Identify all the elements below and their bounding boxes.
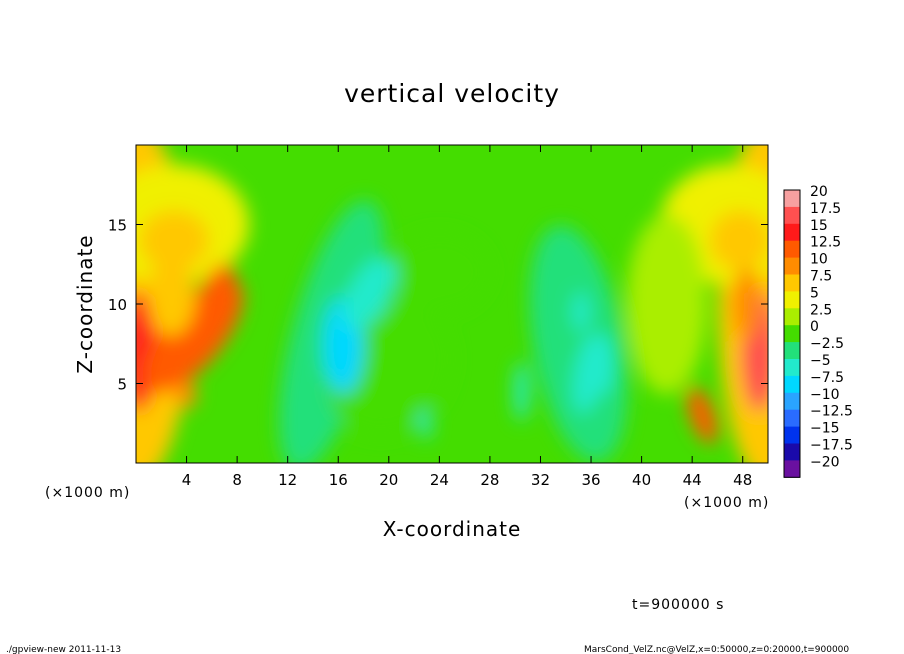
field-feature — [572, 291, 589, 332]
colorbar-swatch — [784, 460, 800, 478]
y-tick-label: 10 — [108, 296, 127, 314]
x-tick-label: 48 — [733, 471, 752, 489]
field-feature — [593, 334, 614, 395]
field-feature — [147, 256, 196, 337]
colorbar-swatch — [784, 257, 800, 275]
y-unit-label: (×1000 m) — [684, 495, 769, 511]
colorbar-swatch — [784, 426, 800, 444]
field-region — [529, 225, 628, 463]
colorbar-label: −5 — [810, 353, 831, 369]
x-tick-label: 16 — [329, 471, 348, 489]
x-tick-label: 44 — [683, 471, 702, 489]
colorbar-swatch — [784, 392, 800, 411]
colorbar-label: 15 — [810, 218, 828, 234]
field-feature — [710, 210, 768, 271]
colorbar-swatch — [784, 240, 800, 259]
time-annotation: t=900000 s — [632, 597, 724, 613]
field-feature — [419, 410, 432, 439]
y-tick-label: 5 — [117, 376, 127, 394]
colorbar-swatch — [784, 190, 800, 208]
field-feature — [687, 386, 718, 444]
colorbar-swatch — [784, 325, 800, 343]
x-tick-label: 20 — [379, 471, 398, 489]
colorbar-label: −10 — [810, 387, 840, 403]
colorbar-label: 10 — [810, 252, 828, 268]
field-feature — [138, 210, 209, 271]
colorbar: 2017.51512.5107.552.50−2.5−5−7.5−10−12.5… — [783, 184, 853, 478]
colorbar-swatch — [784, 223, 800, 242]
colorbar-label: 2.5 — [810, 302, 832, 318]
colorbar-swatch — [784, 359, 800, 377]
colorbar-label: 12.5 — [810, 235, 841, 251]
colorbar-label: 0 — [810, 319, 819, 335]
colorbar-label: −12.5 — [810, 404, 853, 420]
x-tick-label: 28 — [480, 471, 499, 489]
field-feature — [196, 263, 235, 323]
y-tick-label: 15 — [108, 217, 127, 235]
footer-right: MarsCond_VelZ.nc@VelZ,x=0:50000,z=0:2000… — [584, 645, 849, 654]
colorbar-label: 17.5 — [810, 201, 841, 217]
colorbar-label: 5 — [810, 285, 819, 301]
field-feature — [514, 361, 529, 422]
plot-area — [135, 144, 769, 464]
x-tick-label: 4 — [182, 471, 192, 489]
colorbar-swatch — [784, 342, 800, 360]
colorbar-swatch — [784, 375, 800, 394]
colorbar-label: 7.5 — [810, 269, 832, 285]
x-tick-label: 36 — [581, 471, 600, 489]
field-feature — [732, 266, 761, 342]
colorbar-label: −2.5 — [810, 336, 844, 352]
chart-title: vertical velocity — [344, 79, 560, 108]
x-tick-label: 12 — [278, 471, 297, 489]
velocity-field — [136, 145, 768, 463]
y-axis: 5 10 15 — [108, 217, 768, 394]
x-tick-label: 8 — [232, 471, 242, 489]
y-axis-label: Z-coordinate — [73, 234, 97, 373]
colorbar-swatch — [784, 443, 800, 461]
x-axis: 4 8 12 16 20 24 28 32 36 40 44 48 — [182, 145, 752, 489]
colorbar-label: −20 — [810, 454, 840, 470]
colorbar-label: −17.5 — [810, 438, 853, 454]
colorbar-swatch — [784, 274, 800, 292]
colorbar-swatch — [784, 409, 800, 428]
colorbar-label: −7.5 — [810, 370, 844, 386]
colorbar-label: −15 — [810, 421, 840, 437]
x-tick-label: 24 — [430, 471, 449, 489]
colorbar-label: 20 — [810, 184, 828, 200]
x-tick-label: 40 — [632, 471, 651, 489]
field-feature — [176, 380, 197, 409]
field-region — [389, 232, 490, 313]
colorbar-swatch — [784, 308, 800, 326]
footer-left: ./gpview-new 2011-11-13 — [6, 645, 121, 654]
x-axis-label: X-coordinate — [383, 517, 522, 541]
colorbar-frame — [783, 189, 801, 478]
field-region — [626, 214, 707, 394]
colorbar-swatch — [784, 206, 800, 225]
colorbar-swatch — [784, 291, 800, 309]
x-tick-label: 32 — [531, 471, 550, 489]
field-feature — [343, 256, 397, 329]
x-unit-label: (×1000 m) — [45, 485, 130, 501]
